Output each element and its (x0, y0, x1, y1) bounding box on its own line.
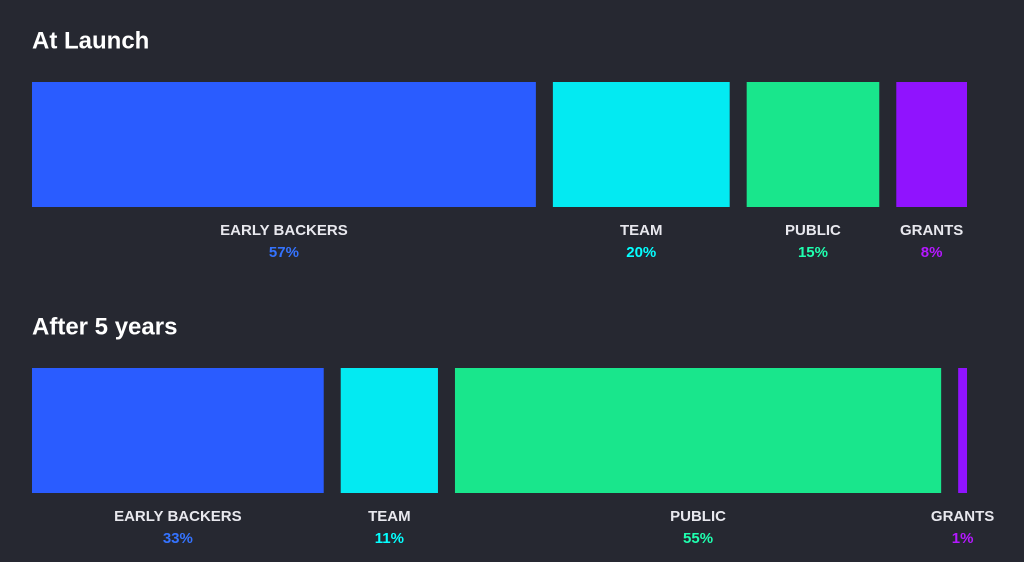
segment-label: GRANTS (931, 508, 994, 525)
segment-label: TEAM (368, 508, 411, 525)
section-title: After 5 years (32, 313, 177, 340)
segment-value: 33% (163, 530, 193, 547)
bar-segment (552, 82, 730, 207)
segment-label: PUBLIC (670, 508, 726, 525)
bar-segment (454, 368, 942, 493)
segment-value: 57% (269, 244, 299, 261)
segment-label: EARLY BACKERS (220, 222, 348, 239)
segment-label: TEAM (620, 222, 663, 239)
section-title: At Launch (32, 27, 149, 54)
bar-segment (958, 368, 967, 493)
segment-label: GRANTS (900, 222, 963, 239)
segment-label: EARLY BACKERS (114, 508, 242, 525)
bar-segment (340, 368, 438, 493)
segment-value: 55% (683, 530, 713, 547)
segment-value: 20% (626, 244, 656, 261)
bar-segment (746, 82, 880, 207)
segment-value: 11% (375, 530, 404, 547)
segment-value: 15% (798, 244, 828, 261)
segment-value: 8% (921, 244, 943, 261)
bar-segment (32, 368, 324, 493)
bar-segment (32, 82, 536, 207)
segment-value: 1% (952, 530, 974, 547)
segment-label: PUBLIC (785, 222, 841, 239)
bar-segment (896, 82, 967, 207)
